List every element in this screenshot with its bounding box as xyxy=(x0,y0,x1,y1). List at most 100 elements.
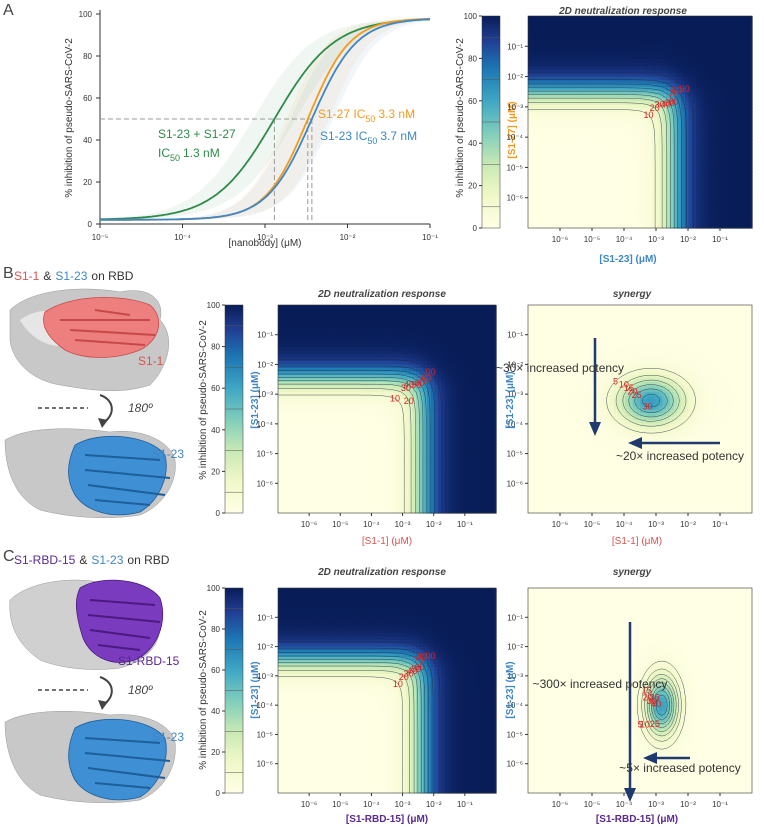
heatmap-cell xyxy=(285,447,290,452)
heatmap-cell xyxy=(625,217,630,222)
heatmap-cell xyxy=(602,175,607,180)
heatmap-cell xyxy=(347,336,352,341)
heatmap-cell xyxy=(666,33,671,38)
heatmap-cell xyxy=(296,395,301,400)
heatmap-cell xyxy=(565,189,570,194)
heatmap-cell xyxy=(643,178,649,183)
heatmap-cell xyxy=(621,97,626,102)
heatmap-cell xyxy=(303,433,308,438)
heatmap-cell xyxy=(288,405,294,410)
heatmap-cell xyxy=(613,196,619,201)
heatmap-cell xyxy=(554,90,559,95)
heatmap-cell xyxy=(292,509,297,514)
heatmap-cell xyxy=(654,196,660,201)
heatmap-cell xyxy=(299,388,305,393)
heatmap-cell xyxy=(285,415,290,420)
heatmap-cell xyxy=(572,175,578,180)
heatmap-cell xyxy=(350,419,355,424)
heatmap-cell xyxy=(314,481,319,486)
heatmap-cell xyxy=(598,217,604,222)
heatmap-cell xyxy=(292,474,297,479)
heatmap-cell xyxy=(343,332,348,337)
heatmap-cell xyxy=(692,150,697,155)
heatmap-cell xyxy=(703,40,708,45)
heatmap-cell xyxy=(339,325,344,330)
heatmap-cell xyxy=(699,58,705,63)
heatmap-cell xyxy=(662,58,667,63)
heatmap-cell xyxy=(748,65,753,70)
heatmap-cell xyxy=(733,61,738,67)
heatmap-cell xyxy=(662,122,667,127)
heatmap-cell xyxy=(673,118,678,123)
heatmap-cell xyxy=(328,433,334,438)
heatmap-cell xyxy=(546,132,551,137)
heatmap-cell xyxy=(587,83,593,88)
heatmap-cell xyxy=(336,315,341,320)
heatmap-cell xyxy=(640,44,645,49)
heatmap-cell xyxy=(550,160,555,165)
heatmap-cell xyxy=(350,502,355,507)
heatmap-cell xyxy=(740,51,746,56)
panel-letter-b: B xyxy=(3,265,14,282)
heatmap-cell xyxy=(343,461,348,466)
heatmap-cell xyxy=(696,79,701,84)
heatmap-cell xyxy=(321,360,326,365)
y-tick-label: 10⁻⁵ xyxy=(507,163,523,172)
heatmap-cell xyxy=(321,384,326,389)
heatmap-cell xyxy=(718,37,723,42)
heatmap-cell xyxy=(696,122,701,127)
heatmap-cell xyxy=(554,150,559,155)
heatmap-cell xyxy=(539,54,544,59)
heatmap-cell xyxy=(565,143,570,148)
heatmap-cell xyxy=(584,118,589,123)
heatmap-cell xyxy=(531,90,537,95)
heatmap-cell xyxy=(714,203,719,208)
heatmap-cell xyxy=(628,189,634,194)
heatmap-cell xyxy=(625,171,630,176)
heatmap-cell xyxy=(647,143,652,148)
heatmap-cell xyxy=(303,336,308,341)
heatmap-cell xyxy=(722,83,727,88)
heatmap-cell xyxy=(343,450,348,455)
heatmap-cell xyxy=(666,125,671,130)
heatmap-cell xyxy=(707,143,712,148)
heatmap-cell xyxy=(332,322,337,327)
heatmap-cell xyxy=(535,90,540,95)
heatmap-cell xyxy=(640,51,645,56)
heatmap-cell xyxy=(561,79,566,84)
heatmap-cell xyxy=(643,23,649,28)
heatmap-cell xyxy=(669,65,675,70)
heatmap-cell xyxy=(550,139,555,144)
heatmap-cell xyxy=(733,69,738,74)
heatmap-cell xyxy=(625,164,630,169)
heatmap-cell xyxy=(339,322,344,327)
heatmap-cell xyxy=(598,189,604,194)
heatmap-cell xyxy=(654,217,660,222)
heatmap-cell xyxy=(632,47,637,52)
heatmap-cell xyxy=(733,210,738,215)
heatmap-cell xyxy=(561,203,566,208)
heatmap-cell xyxy=(336,488,341,493)
heatmap-cell xyxy=(696,189,701,194)
heatmap-cell xyxy=(692,132,697,137)
heatmap-cell xyxy=(710,58,716,63)
heatmap-cell xyxy=(613,164,619,169)
heatmap-cell xyxy=(281,315,286,320)
heatmap-cell xyxy=(343,433,348,438)
heatmap-cell xyxy=(699,167,705,173)
heatmap-cell xyxy=(640,65,645,70)
heatmap-cell xyxy=(703,90,708,95)
heatmap-cell xyxy=(703,118,708,123)
heatmap-cell xyxy=(576,107,581,112)
heatmap-cell xyxy=(606,76,611,81)
heatmap-cell xyxy=(643,129,649,134)
heatmap-cell xyxy=(733,58,738,63)
heatmap-cell xyxy=(632,178,637,183)
heatmap-cell xyxy=(328,395,334,400)
heatmap-cell xyxy=(737,44,742,49)
heatmap-cell xyxy=(572,178,578,183)
heatmap-cell xyxy=(748,220,753,226)
heatmap-cell xyxy=(610,153,615,158)
heatmap-cell xyxy=(707,61,712,67)
